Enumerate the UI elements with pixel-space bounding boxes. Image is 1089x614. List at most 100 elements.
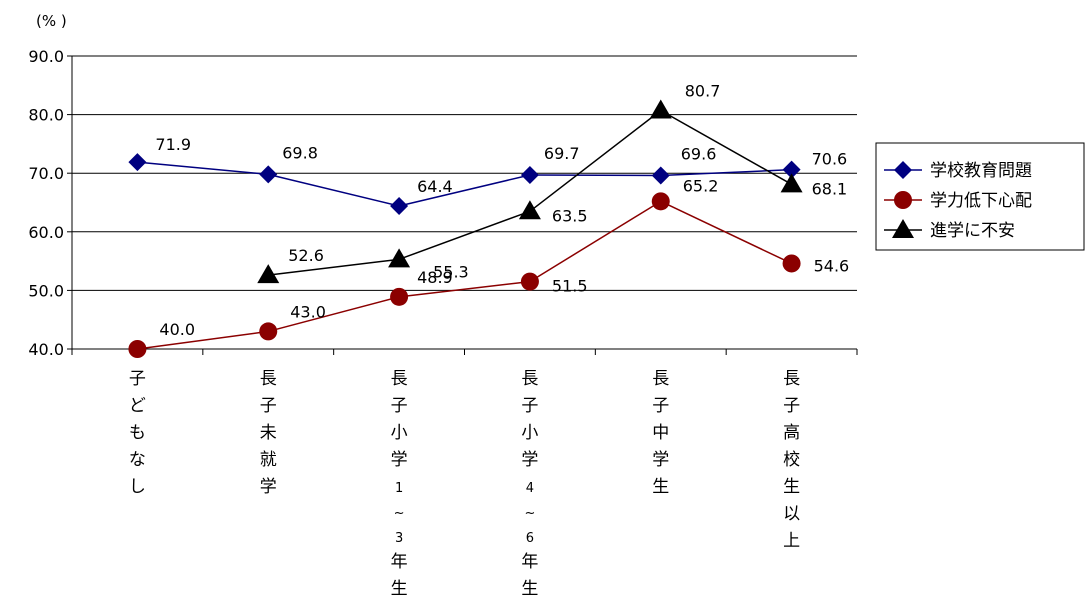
legend-label: 進学に不安 xyxy=(930,221,1015,241)
series-line-segment xyxy=(660,200,792,265)
x-category-char: 校 xyxy=(783,450,800,470)
data-label: 51.5 xyxy=(552,277,588,296)
data-label: 80.7 xyxy=(685,81,721,100)
y-tick-label: 70.0 xyxy=(28,164,64,183)
data-label: 70.6 xyxy=(812,150,848,169)
data-label: 40.0 xyxy=(159,320,195,339)
series-line-segment xyxy=(398,280,531,298)
series-line-segment xyxy=(137,161,269,176)
legend-item: 進学に不安 xyxy=(884,219,1015,241)
data-point-marker xyxy=(128,153,147,172)
x-category-char: 高 xyxy=(783,423,800,443)
data-point-marker xyxy=(649,99,672,119)
data-label: 52.6 xyxy=(288,246,324,265)
data-label: 65.2 xyxy=(683,176,719,195)
data-point-marker xyxy=(780,173,803,193)
y-tick-label: 60.0 xyxy=(28,223,64,242)
data-point-marker xyxy=(390,197,409,216)
x-category-char: も xyxy=(129,423,146,443)
x-category-char: 以 xyxy=(783,504,800,524)
series-circle xyxy=(128,192,801,358)
series-line-segment xyxy=(529,174,661,177)
series-line-segment xyxy=(398,210,531,261)
x-category-char: 小 xyxy=(391,423,408,443)
x-category-char: 生 xyxy=(652,477,669,497)
data-labels-group: 71.9 69.8 64.4 69.7 69.6 70.6 40.0 43.0 48.9 51.5… xyxy=(155,81,849,339)
x-category-char: な xyxy=(129,450,146,470)
data-point-marker xyxy=(520,165,539,184)
x-category-char: 子 xyxy=(129,369,146,389)
x-category-char: 子 xyxy=(391,396,408,416)
y-tick-label: 50.0 xyxy=(28,281,64,300)
series-line-segment xyxy=(660,109,792,185)
axes xyxy=(67,55,858,355)
x-category-char: 学 xyxy=(391,450,408,470)
x-category-char: 中 xyxy=(652,423,669,443)
series-line-segment xyxy=(268,173,400,207)
series-line-segment xyxy=(398,174,531,207)
data-point-marker xyxy=(518,200,541,220)
series-group xyxy=(128,99,803,358)
x-category-char: 6 xyxy=(526,531,534,546)
data-point-marker xyxy=(651,166,670,185)
data-label: 69.8 xyxy=(282,143,318,162)
data-point-marker xyxy=(388,248,411,268)
series-line-segment xyxy=(268,296,400,333)
x-category-char: 就 xyxy=(260,450,277,470)
x-category-char: 学 xyxy=(652,450,669,470)
x-category-char: 生 xyxy=(521,579,538,599)
data-point-marker xyxy=(651,192,670,211)
series-line-segment xyxy=(529,200,662,283)
x-category-char: 3 xyxy=(395,531,403,546)
x-category-char: 長 xyxy=(391,369,408,389)
series-diamond xyxy=(128,153,801,216)
x-category-char: 1 xyxy=(395,481,403,496)
legend-marker xyxy=(894,191,912,209)
data-label: 54.6 xyxy=(814,256,850,275)
x-category-char: 学 xyxy=(260,477,277,497)
data-label: 68.1 xyxy=(812,179,848,198)
data-label: 69.7 xyxy=(544,144,580,163)
x-category-char: 生 xyxy=(783,477,800,497)
legend-label: 学校教育問題 xyxy=(930,161,1032,181)
x-category-char: 未 xyxy=(260,423,277,443)
x-category-char: 上 xyxy=(783,531,800,551)
data-point-marker xyxy=(259,165,278,184)
x-category-char: 子 xyxy=(783,396,800,416)
data-label: 48.9 xyxy=(417,268,453,287)
x-category-char: ~ xyxy=(394,506,405,521)
data-point-marker xyxy=(259,322,278,341)
x-category-char: ~ xyxy=(524,506,535,521)
legend-marker xyxy=(894,161,912,179)
data-label: 64.4 xyxy=(417,177,453,196)
data-point-marker xyxy=(128,340,147,358)
data-label: 71.9 xyxy=(155,135,191,154)
y-tick-label: 80.0 xyxy=(28,106,64,125)
data-label: 55.3 xyxy=(433,262,469,281)
x-category-char: し xyxy=(129,477,146,497)
legend-marker xyxy=(892,219,914,238)
data-label: 63.5 xyxy=(552,206,588,225)
x-category-char: 小 xyxy=(521,423,538,443)
series-line-segment xyxy=(137,330,269,350)
data-point-marker xyxy=(782,254,801,273)
x-category-char: 子 xyxy=(521,396,538,416)
x-category-char: 年 xyxy=(521,552,538,572)
gridlines xyxy=(72,55,857,291)
unit-label: (% ) xyxy=(36,12,67,30)
series-line-segment xyxy=(660,168,792,177)
series-line-segment xyxy=(529,109,662,212)
series-line-segment xyxy=(268,258,400,276)
x-category-char: ど xyxy=(129,396,146,416)
x-category-char: 長 xyxy=(521,369,538,389)
x-category-char: 4 xyxy=(526,481,534,496)
x-category-char: 長 xyxy=(260,369,277,389)
